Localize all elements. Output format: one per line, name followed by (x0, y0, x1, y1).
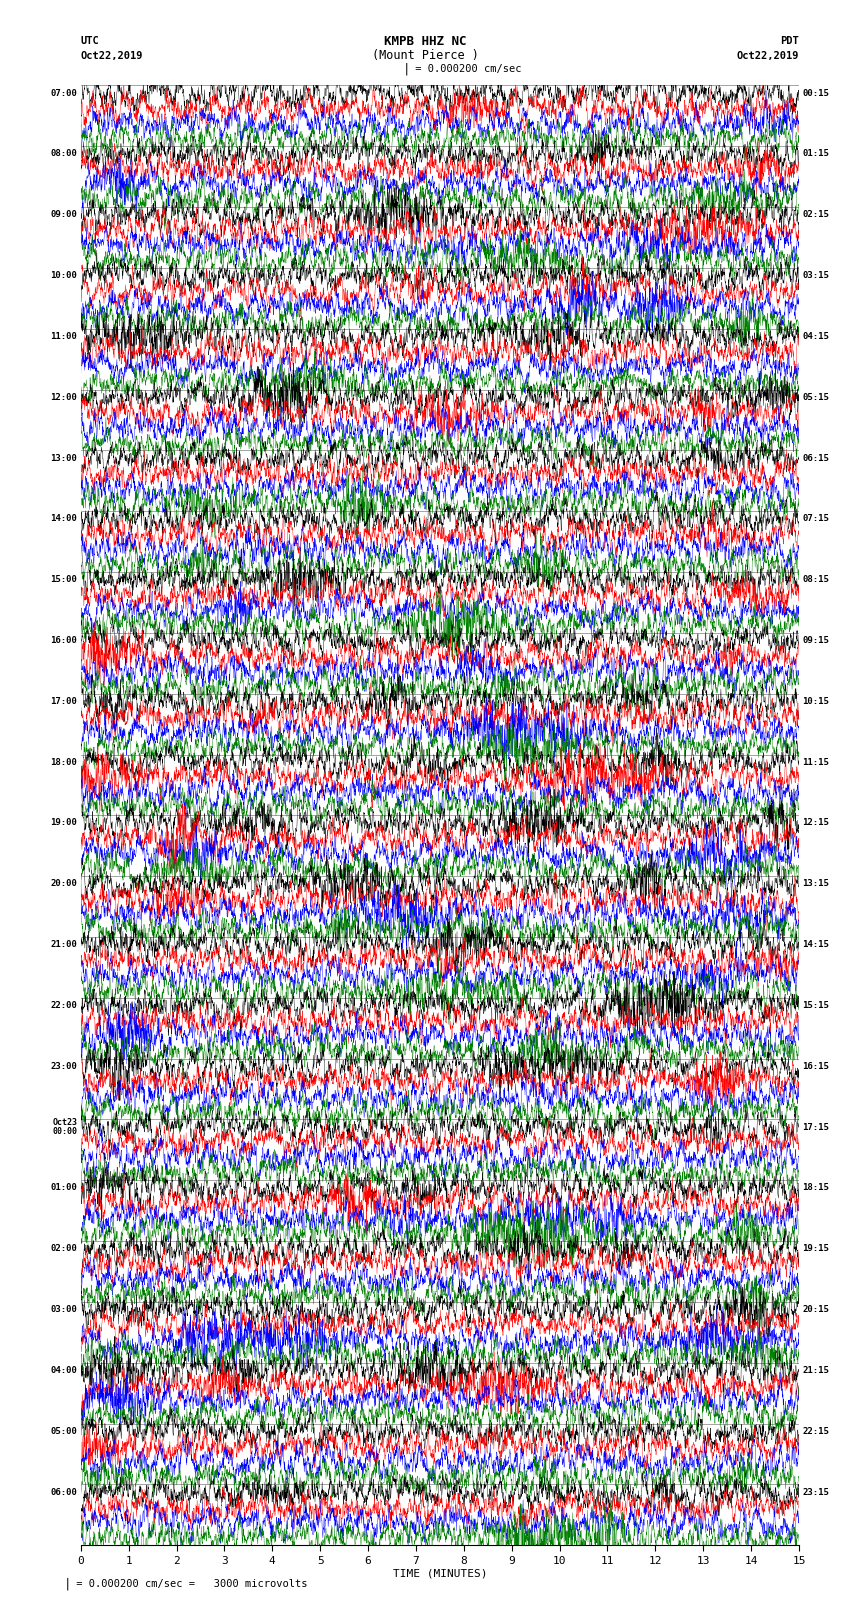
Text: Oct22,2019: Oct22,2019 (81, 50, 144, 61)
Text: 16:15: 16:15 (802, 1061, 830, 1071)
Text: |: | (64, 1578, 71, 1590)
Text: 05:00: 05:00 (50, 1428, 77, 1436)
Text: 08:00: 08:00 (50, 150, 77, 158)
Text: 09:00: 09:00 (50, 210, 77, 219)
Text: 18:00: 18:00 (50, 758, 77, 766)
X-axis label: TIME (MINUTES): TIME (MINUTES) (393, 1568, 487, 1579)
Text: Oct22,2019: Oct22,2019 (736, 50, 799, 61)
Text: 00:15: 00:15 (802, 89, 830, 98)
Text: = 0.000200 cm/sec: = 0.000200 cm/sec (409, 63, 521, 74)
Text: KMPB HHZ NC: KMPB HHZ NC (383, 34, 467, 48)
Text: 04:00: 04:00 (50, 1366, 77, 1374)
Text: 14:15: 14:15 (802, 940, 830, 948)
Text: 12:00: 12:00 (50, 392, 77, 402)
Text: 02:00: 02:00 (50, 1244, 77, 1253)
Text: |: | (403, 61, 410, 76)
Text: PDT: PDT (780, 35, 799, 47)
Text: 07:15: 07:15 (802, 515, 830, 523)
Text: 19:15: 19:15 (802, 1244, 830, 1253)
Text: 01:15: 01:15 (802, 150, 830, 158)
Text: 16:00: 16:00 (50, 636, 77, 645)
Text: 17:00: 17:00 (50, 697, 77, 706)
Text: 07:00: 07:00 (50, 89, 77, 98)
Text: 13:15: 13:15 (802, 879, 830, 889)
Text: 03:15: 03:15 (802, 271, 830, 281)
Text: 22:15: 22:15 (802, 1428, 830, 1436)
Text: 08:15: 08:15 (802, 576, 830, 584)
Text: 20:15: 20:15 (802, 1305, 830, 1315)
Text: 02:15: 02:15 (802, 210, 830, 219)
Text: 17:15: 17:15 (802, 1123, 830, 1132)
Text: 22:00: 22:00 (50, 1002, 77, 1010)
Text: 05:15: 05:15 (802, 392, 830, 402)
Text: 09:15: 09:15 (802, 636, 830, 645)
Text: UTC: UTC (81, 35, 99, 47)
Text: 01:00: 01:00 (50, 1184, 77, 1192)
Text: 00:00: 00:00 (52, 1127, 77, 1136)
Text: 15:15: 15:15 (802, 1002, 830, 1010)
Text: 19:00: 19:00 (50, 818, 77, 827)
Text: = 0.000200 cm/sec =   3000 microvolts: = 0.000200 cm/sec = 3000 microvolts (70, 1579, 307, 1589)
Text: 11:15: 11:15 (802, 758, 830, 766)
Text: (Mount Pierce ): (Mount Pierce ) (371, 48, 479, 63)
Text: 23:15: 23:15 (802, 1487, 830, 1497)
Text: 21:15: 21:15 (802, 1366, 830, 1374)
Text: 10:15: 10:15 (802, 697, 830, 706)
Text: 12:15: 12:15 (802, 818, 830, 827)
Text: 11:00: 11:00 (50, 332, 77, 340)
Text: 03:00: 03:00 (50, 1305, 77, 1315)
Text: 20:00: 20:00 (50, 879, 77, 889)
Text: 06:15: 06:15 (802, 453, 830, 463)
Text: 14:00: 14:00 (50, 515, 77, 523)
Text: 15:00: 15:00 (50, 576, 77, 584)
Text: 13:00: 13:00 (50, 453, 77, 463)
Text: 06:00: 06:00 (50, 1487, 77, 1497)
Text: 21:00: 21:00 (50, 940, 77, 948)
Text: 10:00: 10:00 (50, 271, 77, 281)
Text: 23:00: 23:00 (50, 1061, 77, 1071)
Text: 04:15: 04:15 (802, 332, 830, 340)
Text: 18:15: 18:15 (802, 1184, 830, 1192)
Text: Oct23: Oct23 (52, 1118, 77, 1127)
